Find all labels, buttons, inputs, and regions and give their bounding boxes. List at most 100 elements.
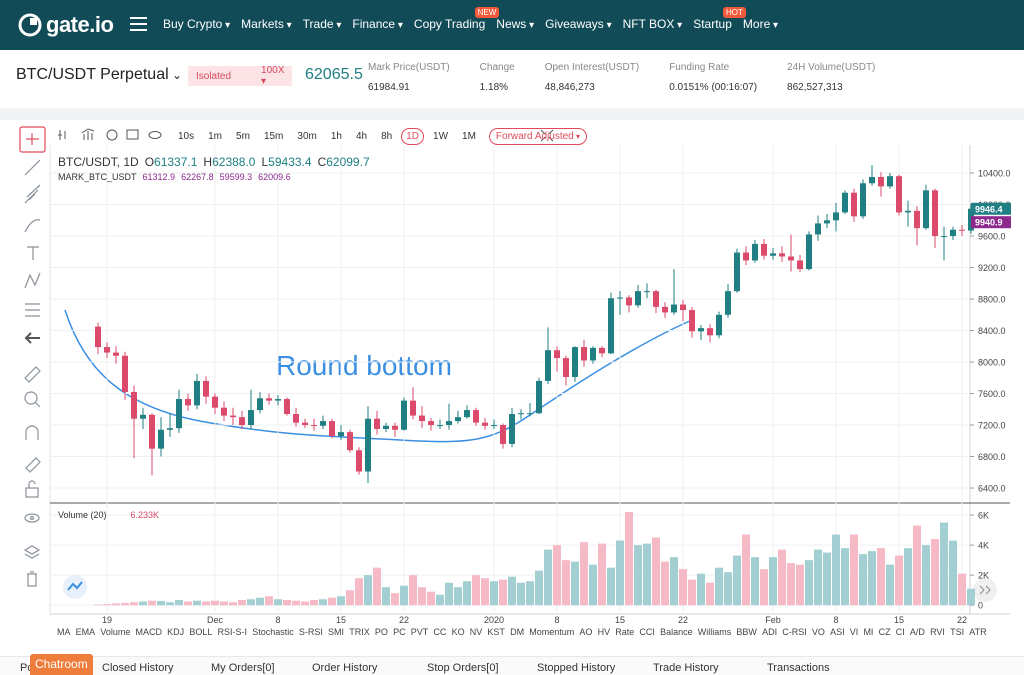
indicator[interactable]: Momentum xyxy=(529,627,575,637)
tab[interactable]: Trade History xyxy=(653,662,719,674)
channel-tool[interactable] xyxy=(24,184,41,204)
indicator[interactable]: KDJ xyxy=(167,627,185,637)
indicator[interactable]: S-RSI xyxy=(298,627,323,637)
ohlc-key: O xyxy=(144,155,155,169)
indicator[interactable]: VI xyxy=(849,627,859,637)
indicator[interactable]: EMA xyxy=(75,627,96,637)
scroll-button[interactable] xyxy=(973,578,997,602)
menu-item[interactable]: News xyxy=(496,17,534,31)
menu-item[interactable]: Copy Trading NEW xyxy=(414,7,500,31)
menu-item[interactable]: Finance xyxy=(352,17,403,31)
indicator[interactable]: CI xyxy=(895,627,905,637)
indicator[interactable]: CZ xyxy=(878,627,891,637)
indicator-icon[interactable] xyxy=(81,128,95,140)
interval[interactable]: 1W xyxy=(433,131,449,142)
zoom-tool[interactable] xyxy=(24,391,38,405)
chat-bubble[interactable] xyxy=(63,575,87,599)
indicator[interactable]: ADI xyxy=(762,627,778,637)
brush-tool[interactable] xyxy=(24,219,41,233)
indicator[interactable]: MACD xyxy=(135,627,163,637)
logo[interactable]: gate.io xyxy=(18,12,114,38)
eye-tool[interactable] xyxy=(24,513,40,523)
tab[interactable]: Stop Orders[0] xyxy=(427,662,499,674)
indicator[interactable]: Balance xyxy=(660,627,693,637)
line-tool[interactable] xyxy=(24,159,41,176)
indicator[interactable]: ASI xyxy=(830,627,845,637)
screenshot-icon[interactable] xyxy=(126,129,139,140)
indicator[interactable]: PO xyxy=(374,627,388,637)
measure-tool[interactable] xyxy=(25,303,40,317)
tab[interactable]: Stopped History xyxy=(537,662,616,674)
indicator[interactable]: RSI-S-I xyxy=(217,627,248,637)
indicator[interactable]: PC xyxy=(393,627,406,637)
pattern-tool[interactable] xyxy=(24,272,41,289)
layers-tool[interactable] xyxy=(23,545,41,559)
back-tool[interactable] xyxy=(24,332,40,344)
menu-item[interactable]: Giveaways xyxy=(545,17,612,31)
volume-bar xyxy=(652,537,660,606)
margin-mode[interactable]: Isolated 100X xyxy=(188,65,292,86)
interval[interactable]: 5m xyxy=(236,131,250,142)
candle-body xyxy=(131,391,137,419)
symbol[interactable]: BTC/USDT Perpetual xyxy=(16,66,182,84)
interval[interactable]: 1M xyxy=(462,131,476,142)
indicator[interactable]: C-RSI xyxy=(782,627,807,637)
crosshair-tool[interactable] xyxy=(19,126,46,153)
indicator[interactable]: AO xyxy=(579,627,593,637)
indicator[interactable]: DM xyxy=(510,627,525,637)
hide-icon[interactable] xyxy=(148,131,162,139)
interval[interactable]: 8h xyxy=(381,131,393,142)
indicator[interactable]: CCI xyxy=(639,627,655,637)
indicator[interactable]: RVI xyxy=(930,627,945,637)
compare-icon[interactable] xyxy=(58,130,66,140)
indicator[interactable]: TSI xyxy=(950,627,965,637)
settings-icon[interactable] xyxy=(106,129,118,141)
tab[interactable]: Closed History xyxy=(102,662,174,674)
interval[interactable]: 1m xyxy=(208,131,223,142)
indicator[interactable]: HV xyxy=(597,627,611,637)
menu-icon[interactable] xyxy=(130,17,147,31)
text-tool[interactable] xyxy=(27,246,39,260)
volume-bar xyxy=(94,604,102,606)
menu-item[interactable]: NFT BOX xyxy=(623,17,683,31)
indicator[interactable]: Stochastic xyxy=(252,627,294,637)
indicator[interactable]: BBW xyxy=(736,627,757,637)
indicator[interactable]: KO xyxy=(451,627,465,637)
interval[interactable]: 4h xyxy=(355,131,368,142)
indicator[interactable]: ATR xyxy=(969,627,987,637)
indicator[interactable]: MA xyxy=(57,627,71,637)
tab[interactable]: Order History xyxy=(312,662,378,674)
magnet-tool[interactable] xyxy=(25,425,39,440)
indicator[interactable]: A/D xyxy=(909,627,925,637)
interval[interactable]: 10s xyxy=(178,131,195,142)
indicator[interactable]: NV xyxy=(469,627,483,637)
menu-item[interactable]: Buy Crypto xyxy=(163,17,230,31)
interval[interactable]: 30m xyxy=(297,131,317,142)
indicator[interactable]: BOLL xyxy=(189,627,213,637)
indicator[interactable]: MI xyxy=(863,627,874,637)
indicator[interactable]: VO xyxy=(811,627,825,637)
indicator[interactable]: SMI xyxy=(328,627,345,637)
adjust-button[interactable]: Forward Adjusted xyxy=(488,128,587,145)
chatroom-button[interactable]: Chatroom xyxy=(30,654,93,675)
delete-tool[interactable] xyxy=(27,571,37,587)
menu-item[interactable]: More xyxy=(743,17,778,31)
indicator[interactable]: Volume xyxy=(100,627,131,637)
lock-draw-tool[interactable] xyxy=(25,457,41,473)
indicator[interactable]: PVT xyxy=(410,627,429,637)
interval[interactable]: 1h xyxy=(330,131,342,142)
menu-item[interactable]: Trade xyxy=(303,17,342,31)
menu-item[interactable]: Markets xyxy=(241,17,292,31)
lock-tool[interactable] xyxy=(25,487,39,498)
interval[interactable]: 1D xyxy=(401,128,425,145)
menu-item[interactable]: Startup HOT xyxy=(693,7,746,31)
tab[interactable]: My Orders[0] xyxy=(211,662,275,674)
indicator[interactable]: Williams xyxy=(697,627,732,637)
indicator[interactable]: KST xyxy=(487,627,505,637)
tab[interactable]: Transactions xyxy=(767,662,830,674)
indicator[interactable]: Rate xyxy=(615,627,635,637)
interval[interactable]: 15m xyxy=(263,131,284,142)
indicator[interactable]: CC xyxy=(433,627,447,637)
indicator[interactable]: TRIX xyxy=(349,627,370,637)
ruler-tool[interactable] xyxy=(24,366,41,383)
